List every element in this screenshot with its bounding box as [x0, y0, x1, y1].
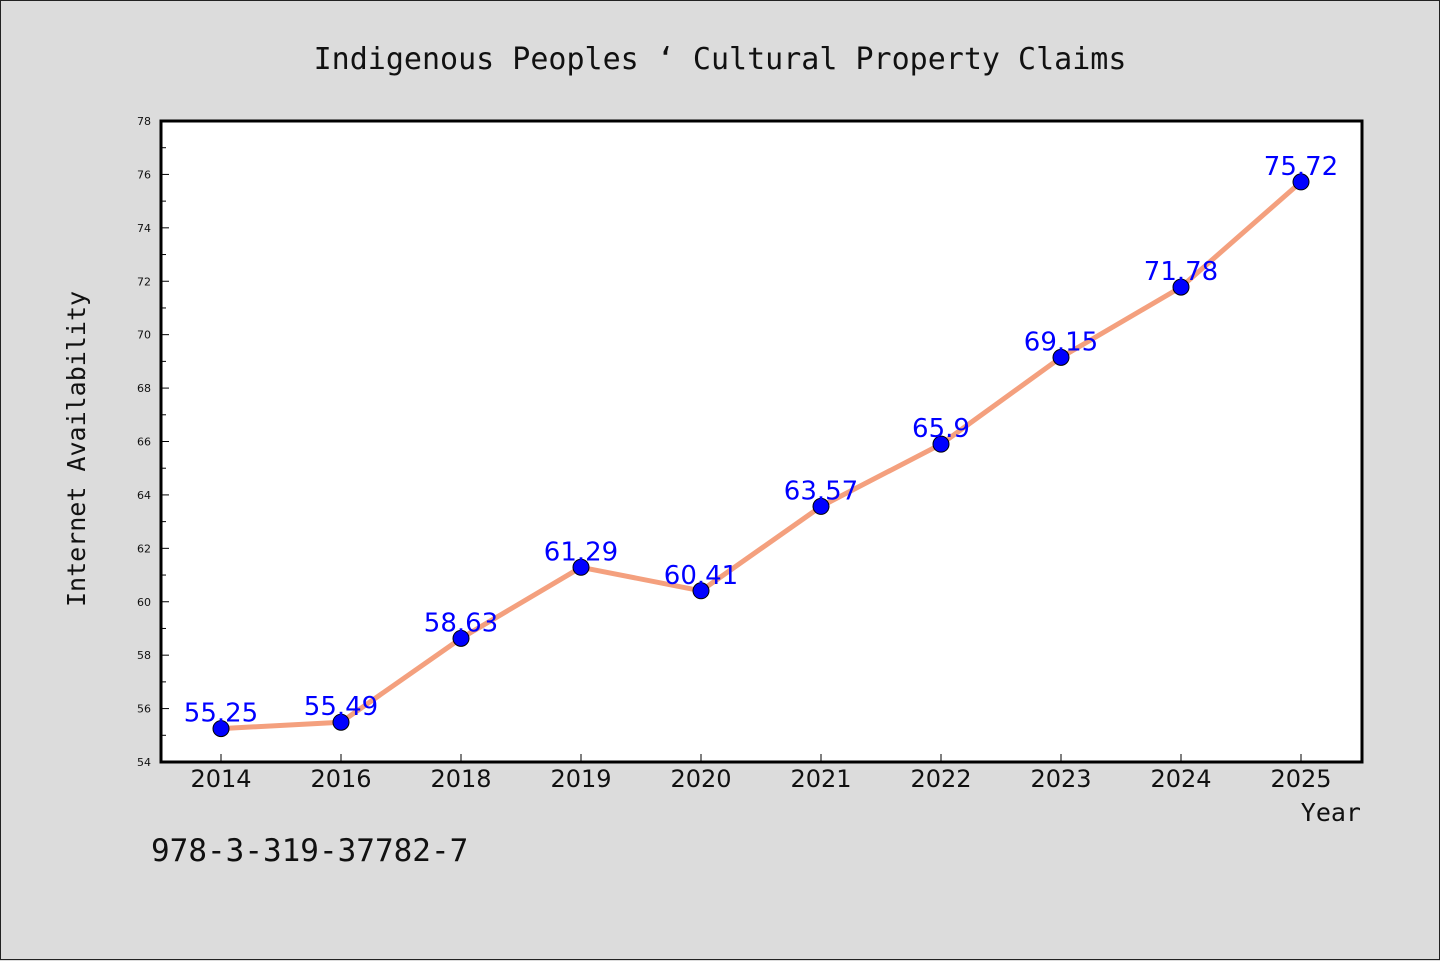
- data-point: [1172, 278, 1190, 296]
- isbn-caption: 978-3-319-37782-7: [151, 833, 469, 869]
- y-tick-label: 54: [137, 756, 151, 769]
- y-tick-label: 72: [137, 275, 151, 288]
- x-tick-label: 2025: [1270, 765, 1331, 793]
- chart-title: Indigenous Peoples ‘ Cultural Property C…: [314, 42, 1127, 77]
- x-tick-label: 2016: [310, 765, 371, 793]
- data-point: [572, 558, 590, 576]
- x-tick-label: 2023: [1030, 765, 1091, 793]
- y-axis: 54 56 58 60 62 64 66 68 70 72 74 76 78: [137, 115, 169, 769]
- data-point: [1052, 348, 1070, 366]
- x-axis-title: Year: [1301, 798, 1361, 827]
- y-tick-label: 66: [137, 436, 151, 449]
- series-layer: 55.25 55.49 58.63 61.29 60.41 63.57 65.9 69.15 7…: [184, 152, 1338, 738]
- data-point: [1292, 173, 1310, 191]
- data-label: 65.9: [912, 414, 970, 444]
- plot-area: [159, 119, 1364, 764]
- data-label: 55.49: [304, 692, 378, 722]
- y-tick-label: 70: [137, 329, 151, 342]
- data-label: 63.57: [784, 476, 858, 506]
- data-point: [212, 720, 230, 738]
- data-label: 55.25: [184, 699, 258, 729]
- y-tick-label: 74: [137, 222, 151, 235]
- y-tick-label: 60: [137, 596, 151, 609]
- x-tick-label: 2024: [1150, 765, 1211, 793]
- y-tick-label: 56: [137, 703, 151, 716]
- data-label: 69.15: [1024, 327, 1098, 357]
- y-axis-title: Internet Availability: [62, 291, 91, 607]
- y-tick-label: 78: [137, 115, 151, 128]
- data-point: [692, 582, 710, 600]
- series-line: [218, 179, 1304, 732]
- data-point: [932, 435, 950, 453]
- x-tick-label: 2018: [430, 765, 491, 793]
- y-tick-label: 62: [137, 542, 151, 555]
- x-tick-label: 2022: [910, 765, 971, 793]
- x-tick-label: 2020: [670, 765, 731, 793]
- x-tick-label: 2021: [790, 765, 851, 793]
- data-label: 71.78: [1144, 257, 1218, 287]
- y-tick-label: 64: [137, 489, 151, 502]
- x-axis: 2014 2016 2018 2019 2020 2021 2022 2023 2024 2025: [190, 754, 1332, 793]
- data-label: 58.63: [424, 608, 498, 638]
- data-label: 61.29: [544, 537, 618, 567]
- x-tick-label: 2014: [190, 765, 251, 793]
- data-point: [812, 497, 830, 515]
- data-point: [332, 713, 350, 731]
- y-tick-label: 58: [137, 649, 151, 662]
- data-label: 75.72: [1264, 152, 1338, 182]
- data-point: [452, 629, 470, 647]
- y-tick-label: 76: [137, 168, 151, 181]
- data-label: 60.41: [664, 561, 738, 591]
- x-tick-label: 2019: [550, 765, 611, 793]
- y-tick-label: 68: [137, 382, 151, 395]
